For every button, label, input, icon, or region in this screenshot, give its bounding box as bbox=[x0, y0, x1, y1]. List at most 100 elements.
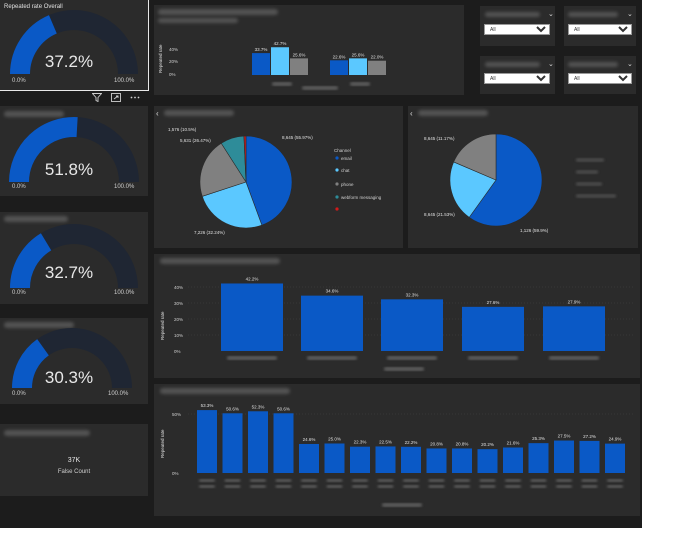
slicer-dropdown-3[interactable]: All bbox=[484, 73, 550, 84]
bar[interactable] bbox=[554, 440, 574, 473]
x-label-redacted bbox=[224, 485, 241, 488]
bar[interactable] bbox=[579, 440, 600, 473]
gauge-value: 30.3% bbox=[44, 368, 94, 387]
bar[interactable] bbox=[477, 449, 498, 473]
x-label-redacted bbox=[377, 485, 394, 488]
data-label: 52.3% bbox=[252, 404, 265, 409]
back-icon[interactable]: ‹ bbox=[410, 109, 413, 118]
x-label-redacted bbox=[581, 485, 598, 488]
false-count-card[interactable] bbox=[0, 424, 148, 496]
gauge-card-overall[interactable]: Repeated rate Overall 37.2% 0.0% 100.0% bbox=[0, 0, 149, 91]
x-label-redacted bbox=[227, 356, 277, 360]
bar[interactable] bbox=[349, 58, 367, 75]
pie-slice[interactable] bbox=[201, 181, 263, 229]
legend-redacted bbox=[576, 194, 616, 198]
bar[interactable] bbox=[252, 53, 270, 75]
x-label-redacted bbox=[505, 479, 521, 482]
gauge-card-2[interactable]: 51.8% 0.0% 100.0% bbox=[0, 106, 148, 196]
bar[interactable] bbox=[381, 299, 443, 351]
bar[interactable] bbox=[301, 295, 363, 351]
y-tick-label: 10% bbox=[174, 333, 183, 338]
bar[interactable] bbox=[368, 60, 386, 75]
chart-title-redacted bbox=[418, 110, 488, 116]
bar[interactable] bbox=[375, 446, 396, 473]
y-tick-label: 0% bbox=[169, 72, 176, 77]
bar[interactable] bbox=[401, 446, 421, 473]
gauge-chart bbox=[12, 328, 132, 389]
false-count-label: False Count bbox=[57, 469, 91, 475]
bar[interactable] bbox=[350, 446, 370, 473]
bar[interactable] bbox=[330, 60, 348, 75]
bar-chart-middle: Repeated rate 40% 30% 20% 10% 0% 42.2% 34… bbox=[160, 276, 634, 371]
gauge-min: 0.0% bbox=[12, 391, 26, 397]
x-label-redacted bbox=[454, 479, 470, 482]
bar[interactable] bbox=[462, 306, 524, 351]
legend-title: Channel bbox=[334, 148, 351, 153]
gauge-min: 0.0% bbox=[12, 184, 26, 190]
pie-label: 7,226 (32.24%) bbox=[194, 230, 225, 235]
y-tick-label: 20% bbox=[169, 59, 178, 64]
bar[interactable] bbox=[543, 306, 605, 351]
bar[interactable] bbox=[271, 47, 289, 75]
bar[interactable] bbox=[528, 443, 549, 473]
x-label-redacted bbox=[468, 356, 518, 360]
back-icon[interactable]: ‹ bbox=[156, 109, 159, 118]
y-axis-label: Repeated rate bbox=[158, 44, 163, 73]
focus-mode-icon[interactable] bbox=[111, 93, 121, 104]
slicer-dropdown-1[interactable]: All bbox=[484, 24, 550, 35]
x-label-redacted bbox=[377, 479, 394, 482]
pie-slice[interactable] bbox=[245, 135, 293, 226]
gauge-card-4[interactable]: 30.3% 0.0% 100.0% bbox=[0, 318, 148, 404]
slicer-dropdown-4[interactable]: All bbox=[568, 73, 632, 84]
bar[interactable] bbox=[503, 447, 523, 473]
chart-title-redacted bbox=[158, 9, 278, 15]
x-label-redacted bbox=[307, 356, 357, 360]
bar[interactable] bbox=[273, 413, 294, 473]
x-label-redacted bbox=[549, 356, 599, 360]
x-label-redacted bbox=[326, 479, 343, 482]
data-label: 50.6% bbox=[277, 406, 290, 411]
data-label: 22.3% bbox=[354, 440, 367, 445]
x-label-redacted bbox=[250, 479, 266, 482]
gauge-min: 0.0% bbox=[12, 78, 26, 84]
y-tick-label: 20% bbox=[174, 317, 183, 322]
legend-redacted bbox=[576, 182, 602, 186]
x-label-redacted bbox=[428, 485, 445, 488]
data-label: 25.6% bbox=[352, 52, 365, 57]
data-label: 21.6% bbox=[507, 441, 520, 446]
pie-chart-2: ‹ 1,126 (59.9%) 8,645 (21.53%) 8,645 (11… bbox=[410, 109, 616, 233]
x-label-redacted bbox=[275, 479, 292, 482]
pie-slice[interactable] bbox=[468, 133, 543, 227]
gauge-card-3[interactable]: 32.7% 0.0% 100.0% bbox=[0, 212, 148, 304]
bar[interactable] bbox=[605, 443, 625, 473]
gauge-fill bbox=[9, 117, 78, 183]
bar[interactable] bbox=[426, 448, 447, 473]
pie-slice[interactable] bbox=[453, 133, 497, 181]
bar[interactable] bbox=[221, 283, 283, 351]
bar[interactable] bbox=[290, 58, 308, 75]
chevron-down-icon[interactable]: ⌄ bbox=[548, 11, 554, 18]
bar[interactable] bbox=[452, 448, 472, 473]
x-label-redacted bbox=[272, 82, 292, 86]
filter-icon[interactable] bbox=[91, 93, 103, 104]
chevron-down-icon[interactable]: ⌄ bbox=[627, 61, 633, 68]
pie-slice[interactable] bbox=[449, 161, 497, 218]
bar[interactable] bbox=[222, 413, 243, 473]
chevron-down-icon[interactable]: ⌄ bbox=[548, 61, 554, 68]
bar[interactable] bbox=[197, 410, 217, 473]
grouped-bar-chart: Repeated rate 40% 20% 0% 33.7% 42.7% 25.6%… bbox=[158, 41, 386, 90]
legend-item: email bbox=[341, 156, 352, 161]
bar[interactable] bbox=[299, 443, 319, 473]
chevron-down-icon[interactable]: ⌄ bbox=[627, 11, 633, 18]
y-tick-label: 0% bbox=[172, 471, 179, 476]
slicer-dropdown-2[interactable]: All bbox=[568, 24, 632, 35]
pie-slice[interactable] bbox=[199, 142, 247, 197]
bar[interactable] bbox=[324, 443, 345, 474]
legend-marker bbox=[335, 195, 339, 199]
pie-label: 1,126 (59.9%) bbox=[520, 228, 549, 233]
bar[interactable] bbox=[248, 411, 268, 473]
more-options-icon[interactable] bbox=[130, 93, 140, 104]
gauge-fill bbox=[10, 15, 58, 75]
pie-slice[interactable] bbox=[243, 135, 247, 183]
y-tick-label: 40% bbox=[169, 47, 178, 52]
